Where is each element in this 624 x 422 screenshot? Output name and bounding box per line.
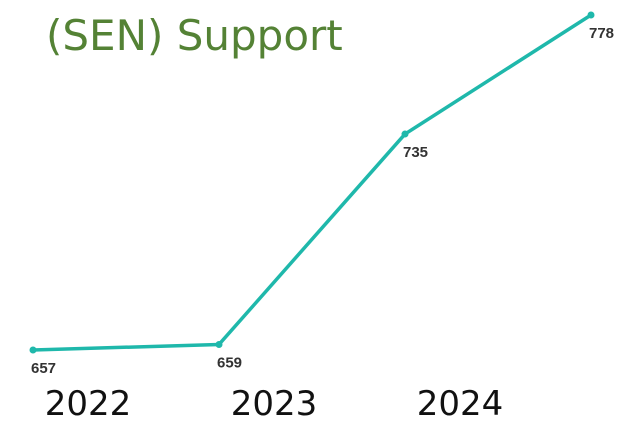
x-tick-label: 2022 <box>45 384 132 422</box>
line <box>32 13 592 352</box>
chart-title: (SEN) Support <box>46 11 343 60</box>
point <box>401 130 409 138</box>
point <box>29 346 37 354</box>
data-label: 735 <box>403 144 428 161</box>
data-label: 659 <box>217 354 242 371</box>
data-label: 778 <box>589 25 614 42</box>
point <box>215 340 223 348</box>
x-tick-label: 2023 <box>231 384 318 422</box>
data-label: 657 <box>31 360 56 377</box>
x-tick-label: 2024 <box>417 384 504 422</box>
point <box>587 11 595 19</box>
